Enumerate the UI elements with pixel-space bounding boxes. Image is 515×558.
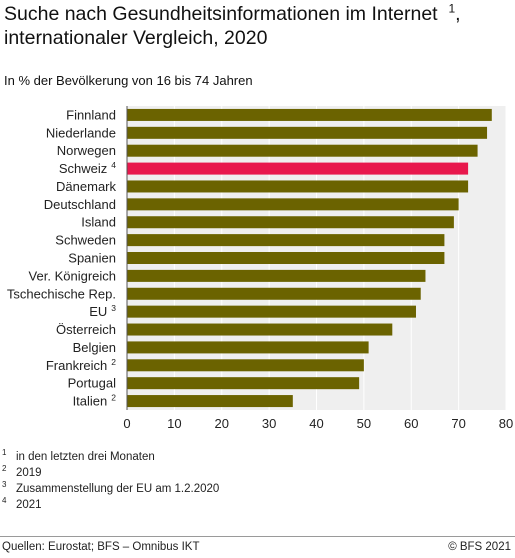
footnote-4: 4 2021 bbox=[2, 496, 502, 513]
title-line-1-tail: , bbox=[455, 3, 461, 25]
bar-chart: 0 10 20 30 40 50 60 70 80 Finnland Niederlande Norw… bbox=[7, 106, 513, 431]
x-tick-label-0: 0 bbox=[123, 416, 130, 431]
bar-9 bbox=[127, 269, 426, 282]
title-line-1: Suche nach Gesundheitsinformationen im I… bbox=[4, 2, 509, 26]
category-label-7: Schweden bbox=[55, 233, 116, 248]
bar-14 bbox=[127, 359, 364, 372]
bar-16 bbox=[127, 395, 293, 408]
bar-0 bbox=[127, 108, 492, 121]
footnote-2-text: 2019 bbox=[16, 467, 42, 479]
x-tick-label-80: 80 bbox=[499, 416, 513, 431]
category-label-1: Niederlande bbox=[46, 125, 116, 140]
category-label-5: Deutschland bbox=[44, 197, 116, 212]
category-label-2: Norwegen bbox=[57, 143, 116, 158]
footnote-1: 1 in den letzten drei Monaten bbox=[2, 448, 502, 465]
footer-divider bbox=[0, 536, 515, 537]
x-tick-label-20: 20 bbox=[215, 416, 229, 431]
footnote-4-text: 2021 bbox=[16, 499, 42, 511]
footnote-2: 2 2019 bbox=[2, 464, 502, 481]
category-label-13: Belgien bbox=[73, 340, 116, 355]
category-label-4: Dänemark bbox=[56, 179, 116, 194]
category-label-8: Spanien bbox=[68, 251, 116, 266]
bar-5 bbox=[127, 198, 459, 211]
title-line-1-text: Suche nach Gesundheitsinformationen im I… bbox=[4, 3, 438, 25]
bar-7 bbox=[127, 234, 445, 247]
x-tick-label-30: 30 bbox=[262, 416, 276, 431]
footnote-3: 3 Zusammenstellung der EU am 1.2.2020 bbox=[2, 480, 502, 497]
chart-subtitle: In % der Bevölkerung von 16 bis 74 Jahre… bbox=[4, 73, 253, 88]
bar-6 bbox=[127, 216, 454, 229]
category-label-6: Island bbox=[81, 215, 116, 230]
footnote-1-number: 1 bbox=[2, 448, 7, 457]
title-line-2: internationaler Vergleich, 2020 bbox=[4, 27, 268, 49]
bar-3 bbox=[127, 162, 469, 175]
category-label-10: Tschechische Rep. bbox=[7, 286, 116, 301]
bar-1 bbox=[127, 126, 488, 139]
footnotes: 1 in den letzten drei Monaten 2 2019 3 Zusa… bbox=[2, 448, 502, 513]
bar-4 bbox=[127, 180, 469, 193]
bar-2 bbox=[127, 144, 478, 157]
category-label-14: Frankreich 2 bbox=[46, 357, 116, 373]
category-label-0: Finnland bbox=[66, 107, 116, 122]
title-footnote-marker: 1 bbox=[448, 1, 456, 16]
source-note: Quellen: Eurostat; BFS – Omnibus IKT bbox=[2, 541, 200, 553]
chart-title: Suche nach Gesundheitsinformationen im I… bbox=[4, 2, 509, 50]
bar-12 bbox=[127, 323, 393, 336]
category-label-15: Portugal bbox=[68, 376, 117, 391]
category-label-11: EU 3 bbox=[89, 303, 116, 319]
footnote-3-text: Zusammenstellung der EU am 1.2.2020 bbox=[16, 483, 220, 495]
category-label-12: Österreich bbox=[56, 322, 116, 337]
x-tick-label-40: 40 bbox=[309, 416, 323, 431]
x-tick-label-60: 60 bbox=[404, 416, 418, 431]
category-label-16: Italien 2 bbox=[73, 393, 117, 409]
footnote-3-number: 3 bbox=[2, 480, 7, 489]
footnote-1-text: in den letzten drei Monaten bbox=[16, 451, 155, 463]
x-tick-label-10: 10 bbox=[167, 416, 181, 431]
bar-13 bbox=[127, 341, 369, 354]
bar-11 bbox=[127, 305, 416, 318]
category-label-9: Ver. Königreich bbox=[29, 268, 116, 283]
x-tick-label-50: 50 bbox=[357, 416, 371, 431]
x-tick-label-70: 70 bbox=[451, 416, 465, 431]
footnote-4-number: 4 bbox=[2, 496, 7, 505]
bar-8 bbox=[127, 252, 445, 264]
footnote-2-number: 2 bbox=[2, 464, 7, 473]
category-label-3: Schweiz 4 bbox=[59, 160, 116, 176]
bar-15 bbox=[127, 377, 360, 390]
copyright-note: © BFS 2021 bbox=[448, 541, 511, 553]
bar-10 bbox=[127, 287, 421, 300]
